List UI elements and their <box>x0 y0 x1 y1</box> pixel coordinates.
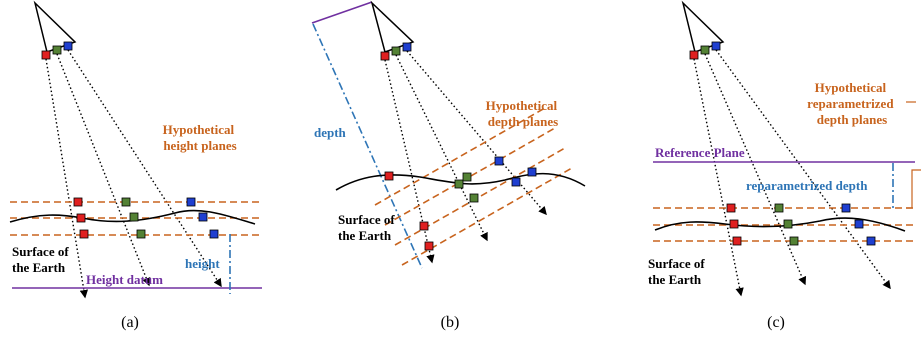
panel-c-title: Hypothetical reparametrized depth planes <box>807 80 897 127</box>
viewing-rays <box>693 49 891 297</box>
camera-pixel-blue <box>711 41 721 51</box>
panel-c-caption: (c) <box>767 314 785 331</box>
camera-pixel-red <box>689 50 699 60</box>
camera-pixel-green <box>52 45 62 55</box>
height-datum-label: Height datum <box>86 272 163 287</box>
panel-a-caption: (a) <box>121 314 139 331</box>
reference-line <box>311 1 373 24</box>
depth-measure-label: depth <box>314 125 347 140</box>
reparam-depth-label: reparametrized depth <box>746 178 868 193</box>
panel-b-title: Hypothetical depth planes <box>486 98 561 129</box>
panel-c: Hypothetical reparametrized depth planes… <box>648 0 921 331</box>
camera-pixel-green <box>700 45 710 55</box>
height-measure-label: height <box>185 256 220 271</box>
plane-intersections <box>726 203 876 246</box>
camera-pixel-green <box>391 46 401 56</box>
depth-measure-line <box>312 23 423 269</box>
camera-pixel-blue <box>63 41 73 51</box>
planes-bracket <box>906 169 921 209</box>
reference-plane-label: Reference Plane <box>655 145 745 160</box>
panel-b: Hypothetical depth planes depth Surface … <box>311 0 586 331</box>
viewing-rays <box>45 49 222 299</box>
camera-pixel-red <box>380 51 390 61</box>
panel-b-surface-label: Surface of the Earth <box>338 212 398 243</box>
viewing-rays <box>384 50 547 264</box>
panel-a: Hypothetical height planes Surface of th… <box>9 0 262 331</box>
panel-c-surface-label: Surface of the Earth <box>648 256 708 287</box>
panel-b-caption: (b) <box>441 314 460 331</box>
plane-intersections <box>384 156 537 251</box>
camera-pixel-red <box>41 50 51 60</box>
plane-intersections <box>73 197 219 239</box>
hypothetical-planes <box>374 107 573 266</box>
panel-a-surface-label: Surface of the Earth <box>12 244 72 275</box>
earth-surface <box>654 217 906 232</box>
panel-a-title: Hypothetical height planes <box>163 122 238 153</box>
camera-pixel-blue <box>402 42 412 52</box>
